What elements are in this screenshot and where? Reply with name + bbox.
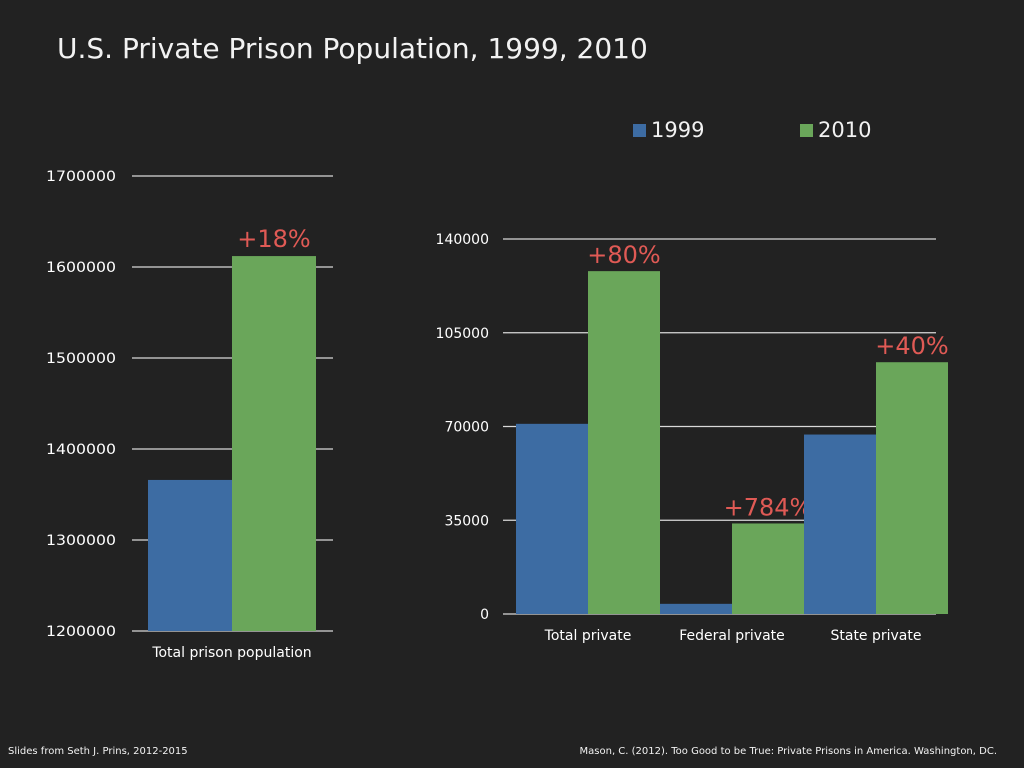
legend-swatch-2010 — [800, 123, 813, 137]
x-category-label: Total private — [544, 628, 632, 644]
y-tick-label: 70000 — [444, 420, 489, 436]
legend-item-2010: 2010 — [800, 118, 871, 142]
bar-1999 — [804, 434, 876, 614]
legend: 1999 2010 — [0, 118, 1024, 146]
legend-label-1999: 1999 — [651, 118, 705, 142]
legend-label-2010: 2010 — [818, 118, 872, 142]
y-tick-label: 1300000 — [46, 533, 116, 549]
percent-change-annotation: +40% — [875, 332, 948, 360]
percent-change-annotation: +784% — [724, 493, 813, 521]
bar-2010 — [232, 256, 316, 631]
legend-swatch-1999 — [633, 123, 646, 137]
footer-source: Mason, C. (2012). Too Good to be True: P… — [579, 746, 997, 757]
x-category-label: State private — [830, 628, 921, 644]
y-tick-label: 140000 — [436, 232, 489, 248]
y-tick-label: 1200000 — [46, 624, 116, 640]
y-tick-label: 105000 — [436, 326, 489, 342]
x-category-label: Total prison population — [151, 645, 311, 661]
footer-credit: Slides from Seth J. Prins, 2012-2015 — [8, 746, 188, 757]
y-tick-label: 1400000 — [46, 442, 116, 458]
y-tick-label: 0 — [480, 607, 489, 623]
bar-2010 — [876, 362, 948, 614]
bar-1999 — [660, 603, 732, 614]
y-tick-label: 35000 — [444, 513, 489, 529]
percent-change-annotation: +18% — [237, 225, 310, 253]
y-tick-label: 1700000 — [46, 169, 116, 185]
y-tick-label: 1600000 — [46, 260, 116, 276]
bar-1999 — [148, 479, 232, 631]
x-category-label: Federal private — [679, 628, 785, 644]
bar-2010 — [588, 271, 660, 614]
y-tick-label: 1500000 — [46, 351, 116, 367]
legend-item-1999: 1999 — [633, 118, 704, 142]
bar-1999 — [516, 423, 588, 614]
percent-change-annotation: +80% — [587, 241, 660, 269]
page-title: U.S. Private Prison Population, 1999, 20… — [57, 32, 648, 65]
bar-2010 — [732, 523, 804, 614]
